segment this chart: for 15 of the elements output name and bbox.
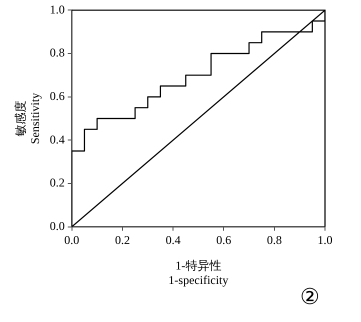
y-tick-label: 0.2: [50, 176, 65, 190]
x-tick-label: 0.8: [266, 233, 282, 248]
y-tick-label: 0.8: [50, 46, 65, 60]
y-tick-label: 0.6: [50, 88, 65, 103]
text: ②: [300, 284, 320, 309]
y-axis-title: 敏感度 Sensitivity: [13, 92, 42, 144]
y-tick-label: 0.0: [50, 218, 65, 233]
x-axis-title: 1-特异性 1-specificity: [168, 258, 228, 287]
x-tick-label: 0.4: [166, 233, 181, 248]
x-tick-label: 1.0: [318, 233, 332, 248]
y-tick-label: 0.4: [50, 132, 65, 146]
y-tick-label: 1.0: [50, 2, 65, 16]
x-tick-label: 0.0: [64, 233, 80, 248]
x-tick-label: 0.6: [216, 233, 232, 248]
x-tick-label: 0.2: [114, 233, 130, 248]
